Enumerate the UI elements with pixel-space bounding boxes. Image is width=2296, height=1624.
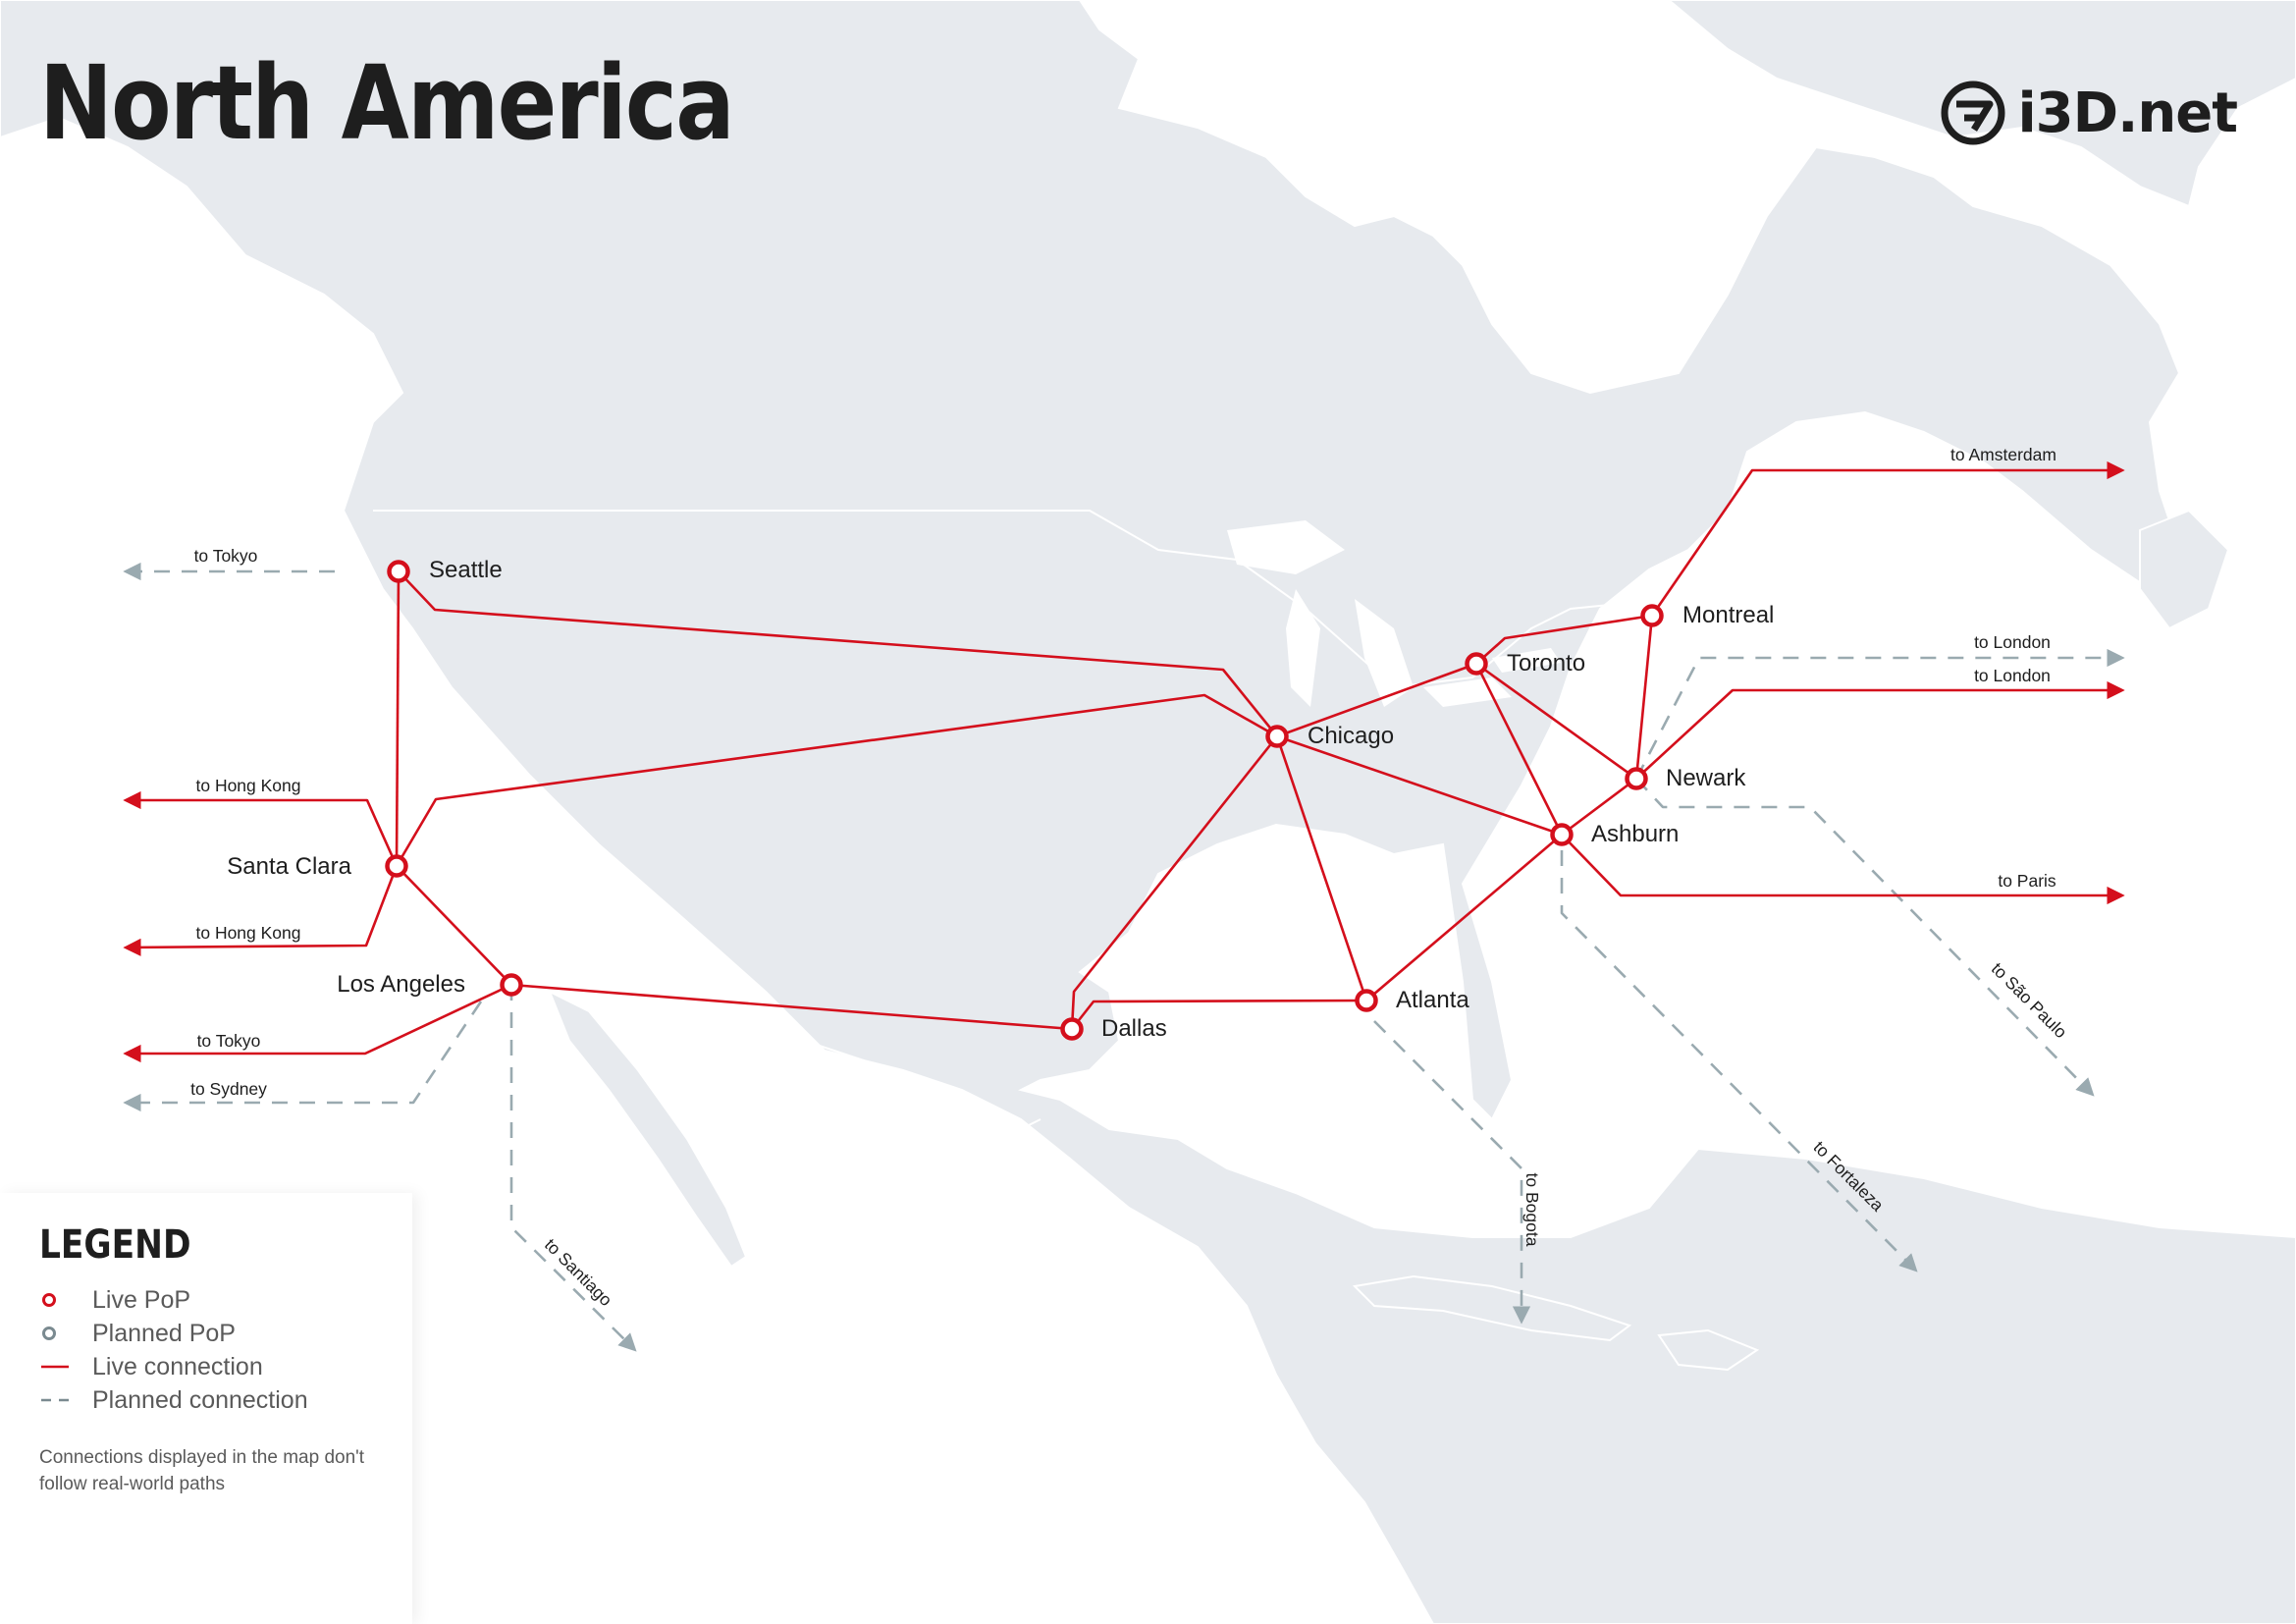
baja-peninsula [548,989,748,1269]
pop-label-chicago: Chicago [1308,723,1394,749]
connection-line-dallas-chicago [1070,735,1279,1030]
great-lakes [1227,520,1561,707]
legend-item-live-pop: Live PoP [39,1283,308,1317]
legend-label: Planned connection [92,1385,308,1414]
pop-label-montreal: Montreal [1682,602,1774,628]
pop-marker-los_angeles [500,973,523,997]
connection-line-seattle-chicago [398,570,1279,737]
brand-name: i3D.net [2017,81,2238,145]
external-link-label: to London [1974,632,2051,652]
us-mexico-border [509,981,1041,1141]
connection-line-atlanta-ashburn [1365,834,1563,1001]
external-link-line [123,983,512,1063]
pop-markers-layer [385,560,1664,1041]
legend-item-planned-connection: Planned connection [39,1383,308,1417]
external-link-label: to London [1974,666,2051,685]
legend-label: Live PoP [92,1285,191,1314]
pop-label-ashburn: Ashburn [1591,821,1679,847]
external-link-line [123,790,399,867]
page-title: North America [39,43,735,163]
legend-item-planned-pop: Planned PoP [39,1317,308,1350]
connection-line-chicago-toronto [1276,662,1477,738]
external-link-label: to Hong Kong [195,923,300,943]
pop-marker-ashburn [1550,823,1574,846]
legend-panel: LEGEND Live PoP Planned PoP Live connect… [0,1193,412,1624]
pop-marker-seattle [387,560,410,583]
connection-line-santa_clara-los_angeles [396,865,512,986]
connection-line-chicago-ashburn [1276,734,1563,837]
connection-line-seattle-santa_clara [395,570,400,867]
live-connections-layer [123,460,2125,1063]
pop-label-newark: Newark [1666,765,1746,791]
external-link-line [509,985,637,1352]
external-link-line [123,1001,483,1112]
external-link-label: to Paris [1998,871,2056,891]
external-link-label: to Sydney [190,1079,267,1099]
pop-marker-chicago [1265,725,1289,748]
planned-connections-layer [123,562,2125,1352]
pop-marker-toronto [1465,652,1488,676]
external-link-label: to Amsterdam [1950,445,2056,464]
external-link-label: to Hong Kong [195,776,300,795]
external-link-label: to Bogota [1522,1173,1542,1247]
hispaniola-island [1657,1328,1760,1372]
external-link-line [1635,680,2125,780]
external-link-line [1635,778,2095,1097]
connection-line-dallas-atlanta [1070,999,1367,1030]
connection-line-los_angeles-dallas [510,983,1073,1031]
external-link-label: to Tokyo [194,546,258,566]
connection-line-newark-ashburn [1561,777,1637,837]
pop-label-dallas: Dallas [1101,1015,1167,1042]
connection-line-chicago-atlanta [1275,735,1368,1001]
legend-label: Live connection [92,1352,263,1380]
external-link-line [1634,648,2125,780]
external-link-label: to Tokyo [197,1031,261,1051]
connection-line-toronto-newark [1475,662,1637,781]
connection-line-toronto-montreal [1475,614,1653,665]
external-link-line [1373,1020,1531,1325]
planned-connection-icon [41,1398,69,1402]
pop-marker-newark [1625,767,1648,790]
pop-label-santa_clara: Santa Clara [227,853,351,880]
planned-pop-icon [42,1326,56,1340]
cuba-island [1352,1274,1632,1342]
external-link-label: to Santiago [541,1234,616,1310]
pop-label-los_angeles: Los Angeles [337,971,465,998]
i3d-logo-icon [1941,81,2005,145]
external-link-line [1560,850,1918,1272]
pop-marker-montreal [1640,604,1664,627]
legend-note: Connections displayed in the map don't f… [39,1447,365,1494]
external-link-line [123,865,399,956]
connection-line-toronto-ashburn [1474,663,1564,836]
pop-label-seattle: Seattle [429,557,503,583]
pop-label-toronto: Toronto [1507,650,1585,677]
external-link-line [1650,460,2125,617]
connection-line-santa_clara-chicago [395,693,1278,867]
legend-items: Live PoP Planned PoP Live connection Pla… [39,1283,308,1417]
live-pop-icon [42,1293,56,1307]
legend-label: Planned PoP [92,1319,236,1347]
external-link-line [1561,834,2125,905]
legend-item-live-connection: Live connection [39,1350,308,1383]
connection-line-montreal-newark [1634,615,1654,780]
pop-marker-santa_clara [385,854,408,878]
pop-marker-atlanta [1355,989,1378,1012]
pop-marker-dallas [1060,1017,1084,1041]
live-connection-icon [41,1365,69,1369]
legend-title: LEGEND [39,1222,191,1268]
brand-logo: i3D.net [1939,79,2238,147]
pop-label-atlanta: Atlanta [1396,987,1469,1013]
newfoundland-island [2139,509,2230,630]
